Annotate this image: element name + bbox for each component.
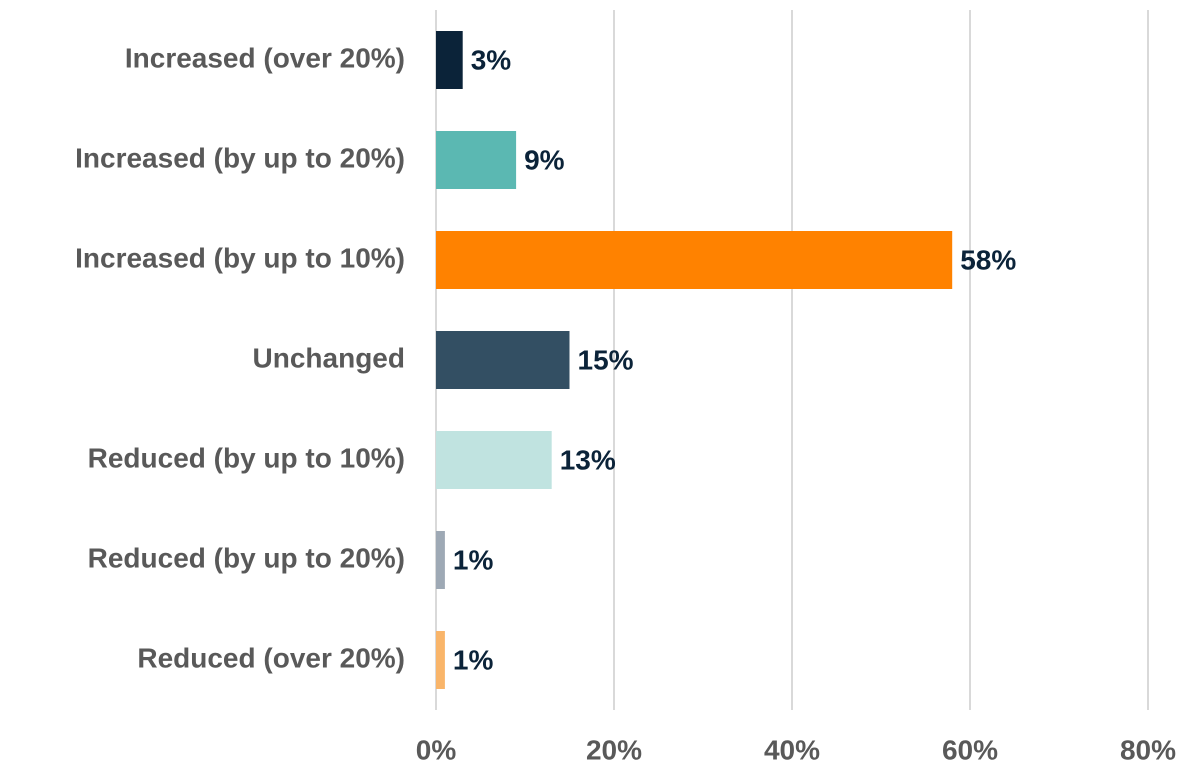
data-label: 13%	[560, 444, 616, 475]
x-tick-label: 60%	[942, 734, 998, 765]
bar	[436, 431, 552, 489]
y-tick-label: Reduced (by up to 10%)	[88, 442, 405, 473]
data-label: 1%	[453, 644, 494, 675]
bar	[436, 31, 463, 89]
data-label: 58%	[960, 244, 1016, 275]
data-label: 9%	[524, 144, 565, 175]
y-tick-label: Increased (over 20%)	[125, 42, 405, 73]
data-label: 1%	[453, 544, 494, 575]
bar	[436, 331, 570, 389]
y-tick-label: Increased (by up to 20%)	[75, 142, 405, 173]
data-label: 3%	[471, 44, 512, 75]
bar	[436, 531, 445, 589]
y-tick-label: Increased (by up to 10%)	[75, 242, 405, 273]
x-tick-label: 80%	[1120, 734, 1176, 765]
bar	[436, 231, 953, 289]
bar	[436, 131, 517, 189]
y-tick-label: Reduced (by up to 20%)	[88, 542, 405, 573]
data-label: 15%	[578, 344, 634, 375]
y-tick-label: Reduced (over 20%)	[137, 642, 405, 673]
x-tick-label: 40%	[764, 734, 820, 765]
y-tick-label: Unchanged	[253, 342, 405, 373]
bar	[436, 631, 445, 689]
x-tick-label: 0%	[416, 734, 457, 765]
x-tick-label: 20%	[586, 734, 642, 765]
